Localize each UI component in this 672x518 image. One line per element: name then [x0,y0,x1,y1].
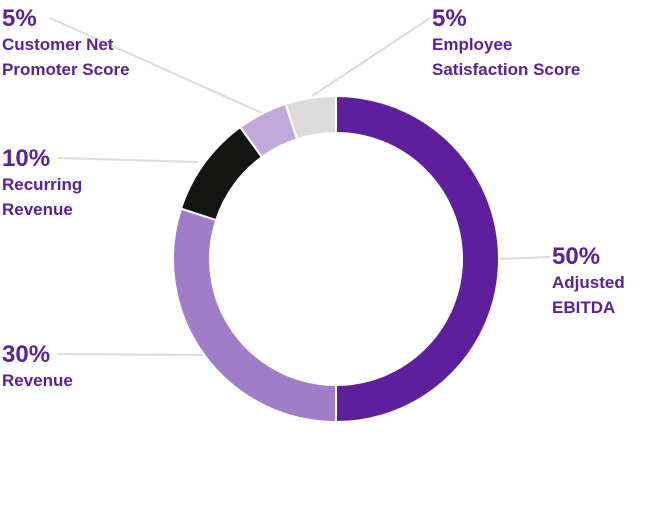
slice-percent-customer-nps: 5% [2,5,37,32]
donut-slices [172,94,500,424]
leader-line-recurring-revenue [57,157,199,163]
slice-label-recurring-revenue: Recurring Revenue [2,175,83,219]
label-customer-net-promoter-score: 5% Customer Net Promoter Score [2,6,130,82]
slice-label-adjusted-ebitda: Adjusted EBITDA [552,273,625,317]
leader-line-revenue [57,353,207,356]
label-recurring-revenue: 10% Recurring Revenue [2,146,82,222]
slice-percent-revenue: 30% [2,341,51,368]
leader-lines [49,17,551,356]
slice-revenue [172,207,337,424]
slice-percent-recurring-revenue: 10% [2,145,51,172]
label-adjusted-ebitda: 50% Adjusted EBITDA [552,244,625,320]
label-revenue: 30% Revenue [2,342,73,393]
slice-percent-employee-satisfaction: 5% [432,5,467,32]
leader-line-adjusted-ebitda [496,256,551,260]
slice-label-customer-nps: Customer Net Promoter Score [2,35,130,79]
leader-line-customer-net-promoter-score [49,17,263,114]
slice-adjusted-ebitda [335,94,500,424]
slice-percent-adjusted-ebitda: 50% [552,243,601,270]
slice-employee-satisfaction-score [284,94,337,141]
slice-label-employee-satisfaction: Employee Satisfaction Score [432,35,581,79]
slice-label-revenue: Revenue [2,371,73,390]
leader-line-employee-satisfaction-score [311,17,431,97]
label-employee-satisfaction-score: 5% Employee Satisfaction Score [432,6,580,82]
